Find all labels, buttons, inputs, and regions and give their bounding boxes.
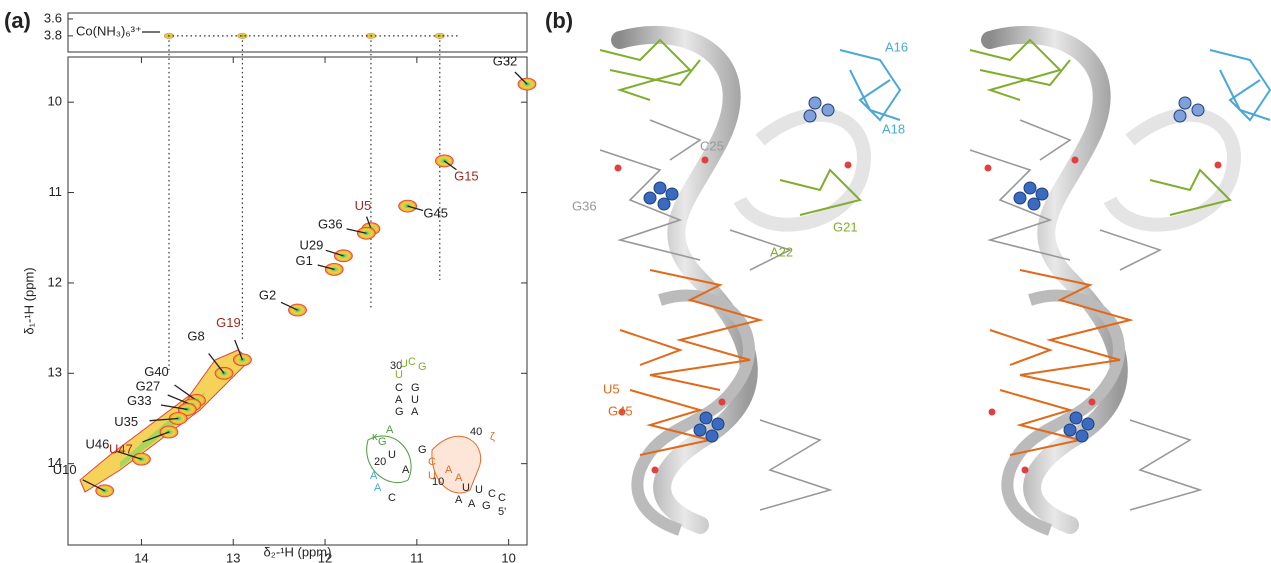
peak-label: G33 bbox=[127, 393, 152, 408]
structure-label: A22 bbox=[770, 244, 793, 259]
figure: (a) (b) κζ302010405'UUCGCGAUGAAGUAACAGCU… bbox=[0, 0, 1271, 563]
structure-label: U5 bbox=[603, 381, 620, 396]
x-tick-label: 13 bbox=[226, 550, 240, 563]
peak-label: G27 bbox=[136, 378, 161, 393]
inset-letter: A bbox=[386, 424, 394, 436]
inset-letter: U bbox=[428, 470, 436, 482]
inset-letter: C bbox=[498, 492, 506, 504]
inset-letter: U bbox=[475, 484, 483, 496]
y-tick-label: 11 bbox=[49, 184, 63, 199]
peak-label: G1 bbox=[296, 253, 313, 268]
inset-number: 5' bbox=[498, 506, 506, 518]
inset-letter: U bbox=[400, 358, 408, 370]
strip-annotation: Co(NH₃)₆³⁺ bbox=[76, 23, 142, 38]
peak-label: U10 bbox=[53, 462, 77, 477]
inset-letter: G bbox=[418, 444, 427, 456]
peak-label: U29 bbox=[299, 237, 323, 252]
peak-label: U35 bbox=[114, 414, 138, 429]
inset-letter: A bbox=[468, 498, 476, 510]
y-axis-title: δ₁-¹H (ppm) bbox=[21, 267, 36, 334]
inset-letter: U bbox=[411, 394, 419, 406]
inset-letter: A bbox=[395, 394, 403, 406]
peak-label: U5 bbox=[355, 198, 372, 213]
structure-label: C25 bbox=[700, 138, 724, 153]
inset-letter: G bbox=[411, 382, 420, 394]
peak-label: G2 bbox=[259, 287, 276, 302]
inset-letter: A bbox=[445, 464, 453, 476]
inset-letter: G bbox=[395, 406, 404, 418]
inset-number: 20 bbox=[374, 456, 386, 468]
x-tick-label: 10 bbox=[501, 550, 515, 563]
structure-label: G21 bbox=[833, 219, 858, 234]
y-tick-label: 3.6 bbox=[44, 10, 62, 25]
y-tick-label: 13 bbox=[48, 365, 62, 380]
inset-letter: C bbox=[388, 492, 396, 504]
y-tick-label: 12 bbox=[48, 274, 62, 289]
inset-letter: C bbox=[428, 456, 436, 468]
structure-label: G45 bbox=[608, 403, 633, 418]
structure-label: A16 bbox=[885, 39, 908, 54]
inset-letter: A bbox=[374, 482, 382, 494]
peak-label: G8 bbox=[187, 329, 204, 344]
inset-number: 40 bbox=[470, 426, 482, 438]
structure-label: A18 bbox=[882, 121, 905, 136]
structure-label: G36 bbox=[572, 198, 597, 213]
peak-label: G15 bbox=[454, 168, 479, 183]
inset-letter: U bbox=[388, 449, 396, 461]
inset-letter: C bbox=[488, 488, 496, 500]
rna-structure bbox=[600, 35, 900, 530]
inset-letter: A bbox=[455, 494, 463, 506]
x-tick-label: 11 bbox=[410, 550, 424, 563]
inset-letter: A bbox=[402, 464, 410, 476]
y-tick-label: 10 bbox=[48, 94, 62, 109]
inset-letter: A bbox=[370, 470, 378, 482]
peak-label: G40 bbox=[144, 364, 169, 379]
peak-label: U47 bbox=[109, 441, 133, 456]
inset-letter: U bbox=[395, 369, 403, 381]
inset-letter: G bbox=[378, 436, 387, 448]
x-tick-label: 14 bbox=[134, 550, 148, 563]
x-axis-title: δ₂-¹H (ppm) bbox=[264, 544, 332, 559]
panel-label: (b) bbox=[545, 8, 573, 33]
panel-label: (a) bbox=[4, 8, 31, 33]
y-tick-label: 3.8 bbox=[44, 27, 62, 42]
inset-letter: G bbox=[482, 500, 491, 512]
peak-label: G19 bbox=[216, 315, 241, 330]
inset-label: ζ bbox=[490, 431, 495, 443]
peak-label: G36 bbox=[318, 217, 343, 232]
rna-structure-stereo bbox=[970, 35, 1270, 530]
peak-label: G45 bbox=[423, 206, 448, 221]
inset-letter: G bbox=[418, 361, 427, 373]
inset-letter: C bbox=[408, 356, 416, 368]
inset-letter: C bbox=[395, 382, 403, 394]
peak-label: U46 bbox=[86, 437, 110, 452]
peak-label: G32 bbox=[493, 54, 518, 69]
inset-letter: A bbox=[411, 406, 419, 418]
inset-letter: U bbox=[462, 482, 470, 494]
